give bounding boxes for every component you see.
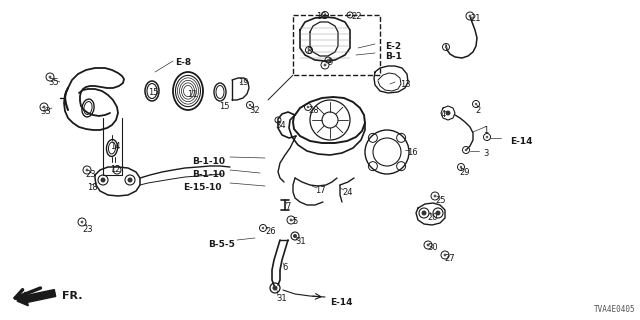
Circle shape [49,76,51,78]
Text: E-8: E-8 [175,58,191,67]
Text: 8: 8 [306,47,312,56]
Circle shape [308,49,310,51]
Circle shape [327,59,329,61]
Circle shape [349,14,351,16]
Text: 15: 15 [219,102,230,111]
Text: 22: 22 [351,12,362,21]
Text: 18: 18 [87,183,98,192]
Text: 5: 5 [292,217,297,226]
Text: 29: 29 [459,168,470,177]
Text: 2: 2 [475,106,480,115]
Text: FR.: FR. [62,291,83,301]
Text: 9: 9 [328,58,333,67]
Circle shape [427,244,429,246]
Circle shape [468,15,472,17]
Text: 1: 1 [483,126,488,135]
Text: 30: 30 [427,243,438,252]
Text: 7: 7 [285,202,291,211]
Circle shape [486,136,488,138]
Circle shape [324,64,326,67]
Text: 15: 15 [148,88,159,97]
Text: 31: 31 [295,237,306,246]
Text: 13: 13 [400,80,411,89]
Circle shape [262,227,264,229]
Text: 11: 11 [187,90,198,99]
Text: 14: 14 [110,142,120,151]
Text: 32: 32 [249,106,260,115]
Text: B-1: B-1 [385,52,402,61]
Text: E-15-10: E-15-10 [183,183,221,192]
Circle shape [422,211,426,215]
Text: 21: 21 [470,14,481,23]
Text: 16: 16 [407,148,418,157]
Text: 23: 23 [82,225,93,234]
Text: 19: 19 [238,78,248,87]
Text: 17: 17 [315,186,326,195]
Bar [293,15,380,75]
Circle shape [273,285,278,291]
Text: 25: 25 [435,196,445,205]
Circle shape [445,46,447,48]
Circle shape [435,211,440,215]
Text: 27: 27 [444,254,454,263]
Circle shape [444,254,447,256]
Text: B-5-5: B-5-5 [208,240,235,249]
Text: 28: 28 [308,106,319,115]
Text: 20: 20 [427,213,438,222]
Circle shape [100,178,106,182]
Circle shape [460,166,462,168]
Text: 34: 34 [275,121,285,130]
Text: 23: 23 [85,170,95,179]
Circle shape [127,178,132,182]
Text: B-1-10: B-1-10 [192,170,225,179]
Text: 3: 3 [483,149,488,158]
Circle shape [81,220,83,223]
Text: 6: 6 [282,263,287,272]
Text: 4: 4 [441,110,446,119]
Text: 33: 33 [40,107,51,116]
Text: E-2: E-2 [385,42,401,51]
Circle shape [465,149,467,151]
Text: 12: 12 [110,165,120,174]
Circle shape [307,106,309,108]
Circle shape [249,104,252,106]
Text: 35: 35 [48,78,59,87]
Text: 31: 31 [276,294,287,303]
Text: TVA4E0405: TVA4E0405 [593,305,635,314]
Circle shape [277,119,279,121]
FancyArrow shape [17,290,56,306]
Text: B-1-10: B-1-10 [192,157,225,166]
Circle shape [445,110,451,116]
Circle shape [324,14,326,16]
Text: 24: 24 [342,188,353,197]
Circle shape [86,169,88,172]
Text: 26: 26 [265,227,276,236]
Circle shape [293,234,297,238]
Circle shape [475,103,477,105]
Text: 10: 10 [316,12,326,21]
Text: E-14: E-14 [330,298,353,307]
Circle shape [434,195,436,197]
Circle shape [43,106,45,108]
Text: E-14: E-14 [510,137,532,146]
Circle shape [290,219,292,221]
